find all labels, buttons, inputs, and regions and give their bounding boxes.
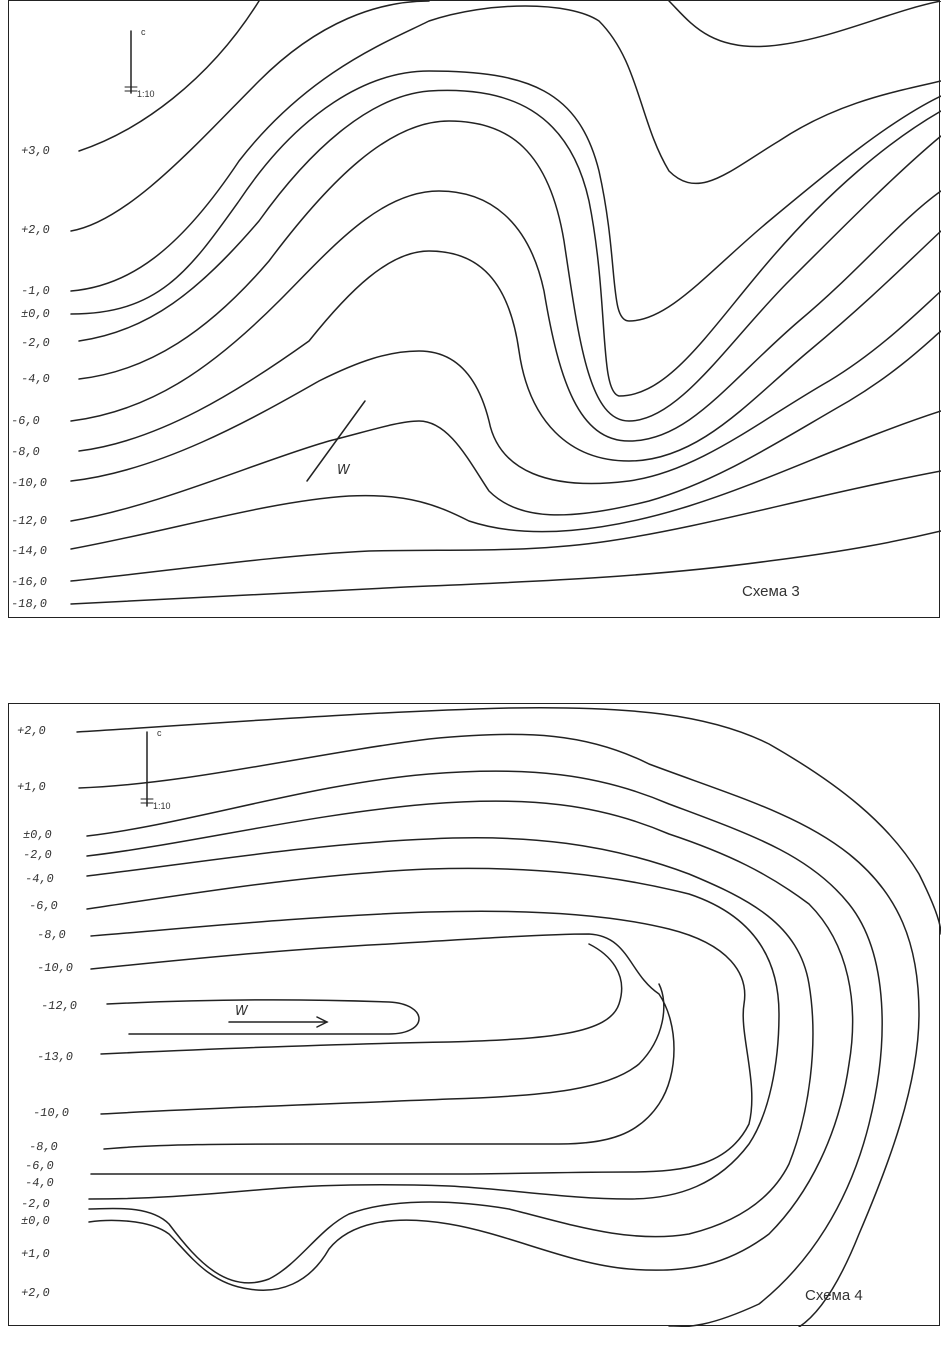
contour-label: -6,0 (24, 1159, 55, 1173)
contour-line (90, 933, 675, 1150)
contour-line (78, 230, 941, 462)
contour-line (70, 530, 941, 605)
contour-label: -6,0 (28, 899, 59, 913)
contour-label: +1,0 (16, 780, 47, 794)
contour-line (76, 706, 941, 935)
contour-label: -10,0 (10, 476, 48, 490)
contour-label: +1,0 (20, 1247, 51, 1261)
contour-label: -18,0 (10, 597, 48, 611)
contour-label: -12,0 (10, 514, 48, 528)
contour-line (70, 290, 941, 485)
contour-line (70, 410, 941, 550)
contour-line (70, 5, 941, 292)
wind-label: W (235, 1004, 248, 1019)
contour-label: -4,0 (20, 372, 51, 386)
wind-arrowhead-icon (316, 1016, 329, 1028)
scheme-caption: Схема 3 (742, 583, 800, 600)
contour-label: -2,0 (22, 848, 53, 862)
contour-label: +3,0 (20, 144, 51, 158)
contour-line (90, 910, 753, 1175)
contour-label: -13,0 (36, 1050, 74, 1064)
contour-label: ±0,0 (20, 307, 51, 321)
contour-line (78, 1, 260, 152)
contour-line (86, 770, 883, 1327)
contour-lines-scheme-4 (76, 706, 941, 1327)
contour-line (70, 470, 941, 582)
contour-line (70, 70, 941, 322)
contour-label: -8,0 (28, 1140, 59, 1154)
contour-label: -6,0 (10, 414, 41, 428)
contour-line (106, 999, 420, 1035)
contour-label: -8,0 (36, 928, 67, 942)
contour-label: +2,0 (16, 724, 47, 738)
contour-label: -8,0 (10, 445, 41, 459)
contour-line (668, 1, 941, 48)
contour-line (86, 800, 854, 1291)
contour-map-scheme-3: с 1:10 W +3,0 +2,0 -1,0 ±0,0 -2,0 -4,0 -… (8, 0, 941, 618)
contour-label: ±0,0 (22, 828, 53, 842)
wind-direction-arrow-icon (306, 400, 366, 482)
scheme-caption: Схема 4 (805, 1287, 863, 1304)
contour-label: +2,0 (20, 223, 51, 237)
north-label: с (141, 27, 146, 37)
contour-label: -10,0 (32, 1106, 70, 1120)
contour-line (100, 983, 665, 1115)
contour-line (86, 837, 814, 1284)
scale-label: 1:10 (137, 89, 155, 99)
wind-label: W (337, 463, 350, 478)
contour-line (100, 943, 623, 1055)
contour-line (78, 120, 941, 422)
contour-label: -10,0 (36, 961, 74, 975)
contour-label: -4,0 (24, 872, 55, 886)
contour-label: +2,0 (20, 1286, 51, 1300)
contour-label: -1,0 (20, 284, 51, 298)
contour-lines-scheme-3 (70, 1, 941, 605)
contour-label: -2,0 (20, 336, 51, 350)
contour-line (70, 1, 430, 232)
contour-label: -14,0 (10, 544, 48, 558)
contour-line (86, 867, 780, 1200)
contour-line (78, 89, 941, 397)
contour-line (78, 733, 920, 1327)
contour-line (70, 190, 941, 442)
contour-label: -4,0 (24, 1176, 55, 1190)
north-label: с (157, 728, 162, 738)
contour-label: -12,0 (40, 999, 78, 1013)
scale-label: 1:10 (153, 801, 171, 811)
contour-map-scheme-4: с 1:10 W +2,0 +1,0 ±0,0 -2,0 -4,0 -6,0 -… (8, 703, 941, 1327)
contour-label: ±0,0 (20, 1214, 51, 1228)
contour-label: -2,0 (20, 1197, 51, 1211)
contour-label: -16,0 (10, 575, 48, 589)
contour-line (70, 330, 941, 522)
